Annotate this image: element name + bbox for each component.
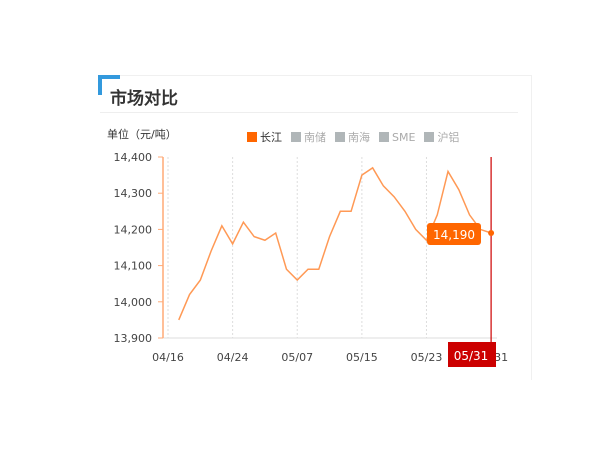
series-line-changjiang: [178, 166, 492, 321]
y-tick-label: 14,200: [114, 223, 153, 236]
title-corner-accent: [98, 75, 120, 95]
legend-label: 沪铝: [437, 131, 460, 144]
x-tick-label: 05/23: [411, 351, 443, 364]
y-tick-label: 13,900: [114, 332, 153, 345]
legend-swatch-icon: [424, 132, 435, 142]
date-badge-label: 05/31: [454, 349, 489, 363]
legend-label: 长江: [260, 131, 282, 144]
tooltip-value: 14,190: [433, 228, 475, 242]
y-tick-label: 14,400: [114, 151, 153, 164]
x-tick-label: 31: [494, 351, 508, 364]
y-tick-label: 14,000: [114, 296, 153, 309]
panel-title: 市场对比: [110, 89, 178, 109]
legend-swatch-icon: [335, 132, 345, 142]
legend-label: SME: [392, 130, 416, 144]
x-tick-label: 05/15: [346, 351, 378, 364]
legend: 长江 南储 南海 SME 沪铝: [247, 129, 459, 145]
date-badge: [448, 342, 496, 367]
data-point-highlight: [488, 230, 495, 237]
unit-label: 单位（元/吨）: [107, 128, 177, 141]
legend-swatch-icon: [247, 132, 257, 142]
legend-item-nanchu[interactable]: 南储: [291, 129, 326, 145]
x-tick-label: 05/07: [281, 351, 313, 364]
tooltip-box: [427, 223, 481, 245]
legend-label: 南海: [348, 131, 370, 144]
legend-swatch-icon: [291, 132, 301, 142]
legend-label: 南储: [304, 131, 326, 144]
legend-item-changjiang[interactable]: 长江: [247, 129, 282, 145]
title-divider: [100, 112, 518, 113]
legend-item-nanhai[interactable]: 南海: [335, 129, 370, 145]
legend-item-sme[interactable]: SME: [379, 129, 415, 145]
market-compare-panel: [98, 75, 532, 380]
x-tick-label: 04/24: [217, 351, 249, 364]
legend-item-hulv[interactable]: 沪铝: [424, 129, 459, 145]
y-tick-label: 14,100: [114, 260, 153, 273]
y-tick-label: 14,300: [114, 187, 153, 200]
legend-swatch-icon: [379, 132, 389, 142]
x-tick-label: 04/16: [152, 351, 184, 364]
